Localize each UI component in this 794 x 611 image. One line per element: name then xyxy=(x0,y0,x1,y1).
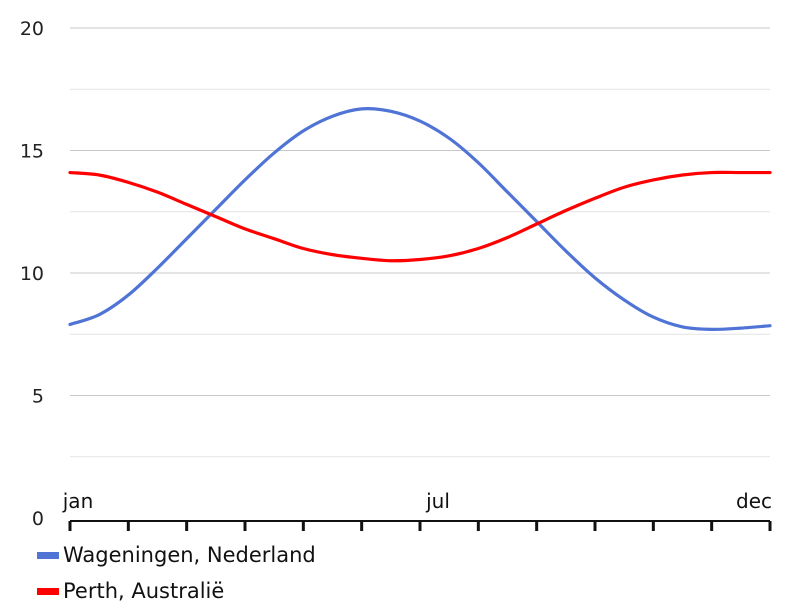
legend: Wageningen, Nederland Perth, Australië xyxy=(37,537,316,609)
legend-swatch-wageningen xyxy=(37,551,59,559)
x-tick-label: jan xyxy=(62,489,94,513)
legend-label-perth: Perth, Australië xyxy=(63,579,225,603)
legend-item-wageningen: Wageningen, Nederland xyxy=(37,537,316,573)
x-axis-labels: jan jul dec xyxy=(62,489,772,513)
y-tick-label: 0 xyxy=(32,508,44,530)
y-tick-label: 10 xyxy=(20,263,44,285)
legend-item-perth: Perth, Australië xyxy=(37,573,316,609)
y-tick-label: 5 xyxy=(32,386,44,408)
legend-label-wageningen: Wageningen, Nederland xyxy=(63,543,316,567)
x-axis-ticks xyxy=(68,521,772,531)
series-line-1 xyxy=(68,170,772,263)
series-line-0 xyxy=(68,107,772,331)
series-lines xyxy=(68,107,772,331)
x-tick-label: jul xyxy=(425,489,450,513)
x-tick-label: dec xyxy=(736,489,772,513)
gridlines xyxy=(70,27,770,458)
y-tick-label: 15 xyxy=(20,141,44,163)
legend-swatch-perth xyxy=(37,587,59,595)
y-axis-tick-labels: 0 5 10 15 20 xyxy=(20,18,44,530)
y-tick-label: 20 xyxy=(20,18,44,40)
